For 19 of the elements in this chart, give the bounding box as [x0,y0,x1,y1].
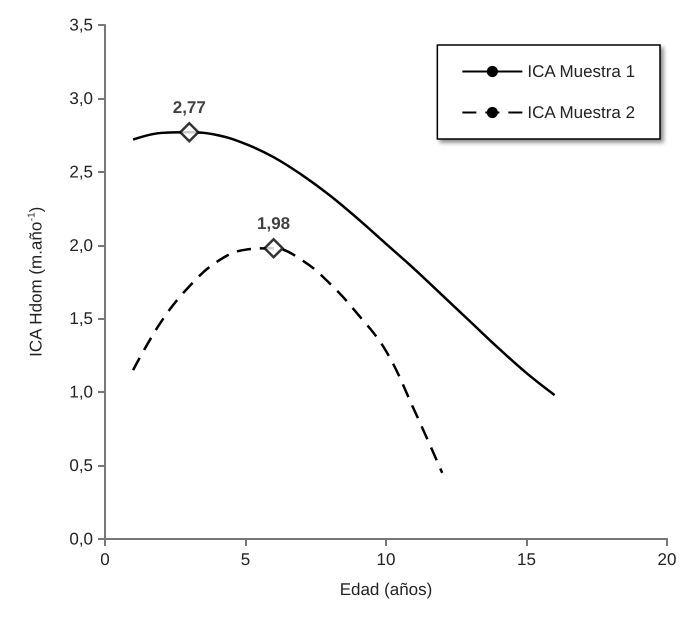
y-tick-label: 0,0 [69,530,93,548]
x-tick-label: 10 [376,550,396,569]
y-tick-label: 1,0 [69,382,93,402]
data-label: 1,98 [257,214,290,233]
x-tick-label: 20 [658,550,676,569]
y-axis-title: ICA Hdom (m.año-1) [26,206,46,357]
legend-label: ICA Muestra 2 [527,103,636,122]
y-tick-label: 2,0 [69,236,93,255]
y-tick-label: 2,5 [69,162,93,182]
data-label: 2,77 [172,98,206,117]
y-tick-label: 3,5 [69,16,93,34]
y-tick-label: 0,5 [69,456,93,476]
legend-label: ICA Muestra 1 [527,62,636,81]
x-tick-label: 0 [100,550,110,569]
y-tick-label: 1,5 [69,309,93,328]
x-tick-label: 15 [517,550,536,569]
x-tick-label: 5 [240,550,250,569]
x-axis-title: Edad (años) [340,580,432,599]
y-tick-label: 3,0 [69,88,93,108]
